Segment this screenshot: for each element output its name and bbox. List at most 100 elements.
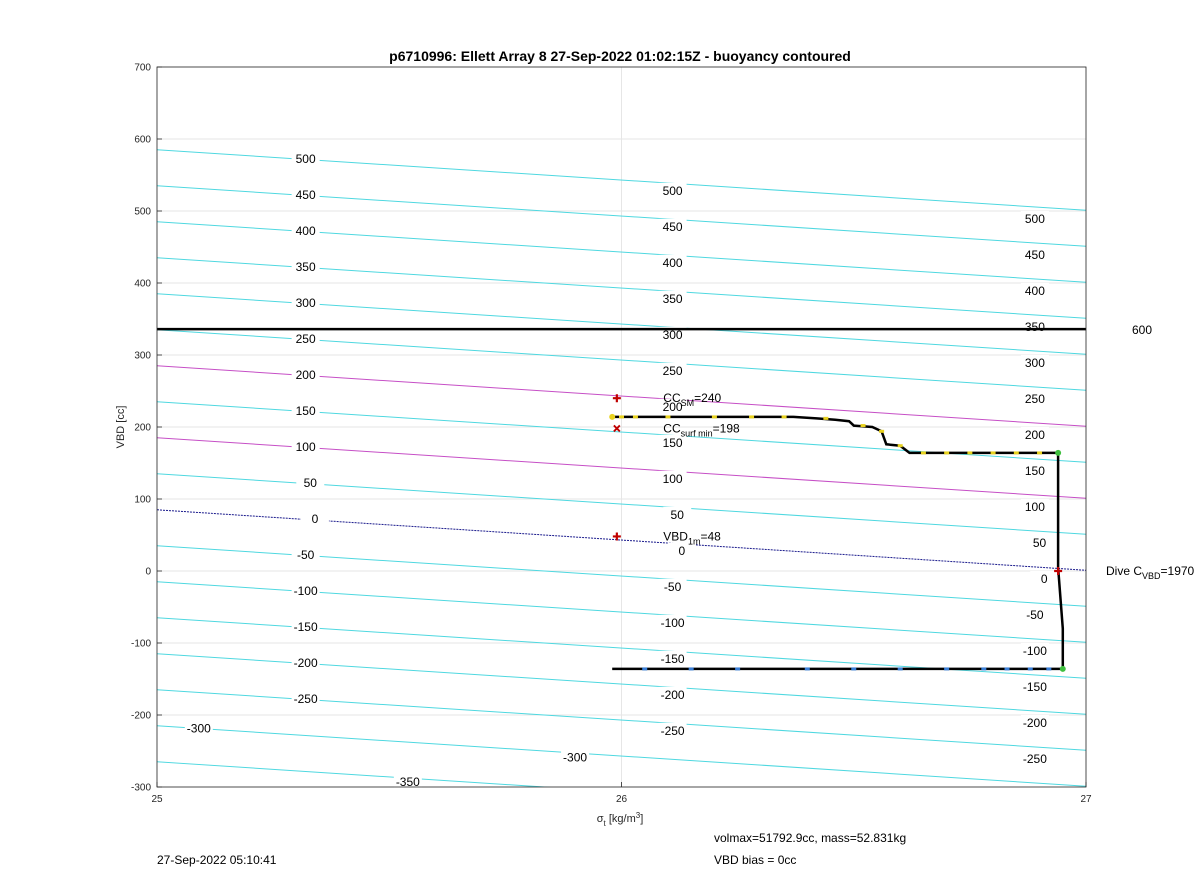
chart-title: p6710996: Ellett Array 8 27-Sep-2022 01:… (389, 48, 851, 64)
contour-label-bg (291, 403, 320, 418)
contour-label-bg (658, 650, 687, 665)
dive-point (967, 451, 973, 455)
contour-label: 200 (663, 400, 683, 414)
contour-label: -100 (661, 616, 685, 630)
contour-label: -300 (563, 750, 587, 764)
contour-label: 250 (1025, 392, 1045, 406)
x-tick-label: 27 (1080, 794, 1092, 805)
contour-label-bg (561, 749, 590, 764)
contour-label: 0 (312, 512, 319, 526)
contour-label-bg (291, 691, 320, 706)
contour-label-bg (1020, 498, 1049, 513)
climb-point (944, 667, 950, 671)
contour-label-bg (1020, 282, 1049, 297)
contour-line-0 (157, 509, 1086, 571)
contour-label: 150 (296, 404, 316, 418)
contour-label: -100 (1023, 644, 1047, 658)
climb-point (642, 667, 648, 671)
dive-point (990, 451, 996, 455)
contour-label: -150 (661, 652, 685, 666)
dive-point (1013, 451, 1019, 455)
x-label-symbol: σ (597, 813, 604, 825)
contour-label-bg (658, 290, 687, 305)
contour-label: -200 (661, 688, 685, 702)
contour-label: -300 (187, 722, 211, 736)
contour-label-bg (296, 475, 325, 490)
contour-label: 100 (1025, 500, 1045, 514)
contour-label: -150 (1023, 680, 1047, 694)
contour-label-bg (1020, 210, 1049, 225)
end-dive-point (1055, 449, 1062, 456)
contour-label: 100 (663, 472, 683, 486)
climb-point (897, 667, 903, 671)
contour-label-bg (658, 182, 687, 197)
contour-label-bg (1020, 642, 1049, 657)
contour-label: 400 (663, 256, 683, 270)
cc-surf-min-annotation: CCsurf min=198 (663, 421, 740, 438)
contour-label: 50 (304, 476, 318, 490)
y-tick-label: 300 (134, 351, 151, 362)
annotations: CCSM=240 CCsurf min=198 VBD1m=48 Dive CVBD=… (663, 391, 1194, 581)
climb-point (735, 667, 741, 671)
contour-label: 100 (296, 440, 316, 454)
contour-line--350 (157, 761, 552, 787)
contour-label: 450 (663, 220, 683, 234)
contour-label-bg (1030, 570, 1059, 585)
contour-label-bg (1025, 534, 1054, 549)
contour-label-bg (658, 218, 687, 233)
contour-label-bg (658, 434, 687, 449)
climb-point (1046, 667, 1052, 671)
contour-label-bg (658, 614, 687, 629)
vbd-1m-annotation: VBD1m=48 (663, 529, 721, 546)
contour-label-bg (658, 578, 687, 593)
footer-bias: VBD bias = 0cc (714, 853, 797, 867)
contour-label: 0 (1041, 572, 1048, 586)
climb-profile-line (612, 567, 1065, 671)
x-label-rest: [kg/m (606, 813, 636, 825)
y-tick-label: 400 (134, 279, 151, 290)
dive-point (711, 415, 717, 419)
contour-label-bg (1020, 390, 1049, 405)
climb-point (851, 667, 857, 671)
grid-lines (156, 66, 1087, 788)
dive-point (619, 415, 624, 419)
contour-label: -50 (664, 580, 682, 594)
start-point (609, 413, 616, 420)
contour-label: 350 (296, 260, 316, 274)
contour-label-bg (291, 331, 320, 346)
contour-label-bg (300, 511, 329, 526)
x-label-sub: t (604, 819, 607, 828)
dive-cvbd-marker (1054, 567, 1063, 575)
x-axis-label: σt [kg/m3] (597, 811, 644, 828)
contour-label-bg (393, 773, 422, 788)
contour-label: 300 (296, 296, 316, 310)
contour-label: 450 (1025, 248, 1045, 262)
contour-label: 50 (671, 508, 685, 522)
dive-cvbd-annotation: Dive CVBD=1970 (1106, 564, 1195, 581)
contour-label: 150 (1025, 464, 1045, 478)
dive-point (920, 451, 926, 455)
dive-point (879, 429, 885, 433)
contour-label-bg (663, 506, 692, 521)
y-tick-label: 700 (134, 63, 151, 74)
contour-label-bg (1020, 426, 1049, 441)
cc-sm-annotation: CCSM=240 (663, 391, 721, 408)
cc-sm-marker (612, 394, 621, 403)
contour-label-bg (1020, 714, 1049, 729)
x-label-sup: 3 (636, 811, 641, 820)
contour-label-bg (658, 398, 687, 413)
y-tick-label: 500 (134, 207, 151, 218)
contour-label: -250 (661, 724, 685, 738)
y-tick-label: 0 (145, 567, 151, 578)
contour-label-bg (291, 367, 320, 382)
series-layer: 600 (157, 323, 1152, 672)
dive-point (860, 424, 866, 428)
contour-label: -200 (294, 656, 318, 670)
contour-label: 350 (663, 292, 683, 306)
contour-label-bg (1020, 606, 1049, 621)
climb-point (804, 667, 810, 671)
climb-point (688, 667, 694, 671)
contour-label: 250 (296, 332, 316, 346)
contour-label-bg (291, 151, 320, 166)
dive-point (749, 415, 755, 419)
